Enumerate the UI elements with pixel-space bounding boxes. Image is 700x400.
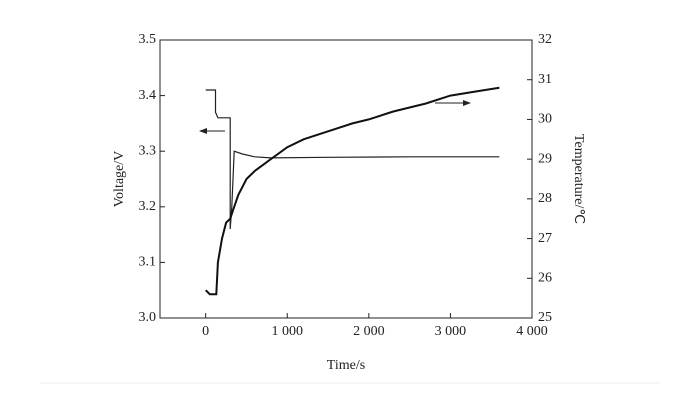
data-line	[205, 86, 500, 296]
y-tick-label: 3.2	[139, 199, 157, 214]
y-tick-label: 3.0	[139, 310, 157, 325]
x-tick-label: 4 000	[516, 324, 548, 339]
y2-tick-label: 26	[538, 271, 552, 286]
plot-frame	[159, 39, 533, 319]
x-axis-label: Time/s	[327, 358, 365, 373]
x-tick-label: 2 000	[353, 324, 385, 339]
data-line	[205, 89, 500, 230]
x-tick-label: 3 000	[435, 324, 467, 339]
y2-tick-label: 25	[538, 310, 552, 325]
y2-tick-label: 29	[538, 151, 552, 166]
y-tick-label: 3.4	[139, 88, 157, 103]
y2-tick-label: 28	[538, 191, 552, 206]
y-tick-label: 3.1	[139, 255, 157, 270]
y-tick-label: 3.3	[139, 143, 157, 158]
y2-axis-label: Temperature/℃	[571, 134, 586, 224]
y-axis-label: Voltage/V	[112, 151, 127, 208]
y2-tick-label: 30	[538, 112, 552, 127]
x-tick-label: 1 000	[272, 324, 304, 339]
y2-tick-label: 27	[538, 231, 552, 246]
y-tick-label: 3.5	[139, 32, 157, 47]
x-tick-label: 0	[202, 324, 209, 339]
y2-tick-label: 32	[538, 32, 552, 47]
y2-tick-label: 31	[538, 72, 552, 87]
